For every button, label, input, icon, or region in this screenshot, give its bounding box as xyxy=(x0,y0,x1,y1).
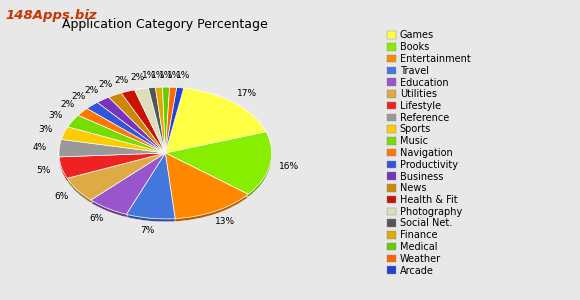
Wedge shape xyxy=(165,132,271,194)
Wedge shape xyxy=(97,97,165,153)
Text: 5%: 5% xyxy=(36,166,50,175)
Wedge shape xyxy=(91,153,165,214)
Wedge shape xyxy=(148,87,165,153)
Wedge shape xyxy=(165,88,184,153)
Text: 3%: 3% xyxy=(49,111,63,120)
Text: 2%: 2% xyxy=(85,85,99,94)
Wedge shape xyxy=(87,102,165,153)
Wedge shape xyxy=(155,87,165,153)
Wedge shape xyxy=(59,140,165,157)
Wedge shape xyxy=(165,90,184,156)
Wedge shape xyxy=(126,156,175,222)
Wedge shape xyxy=(78,111,165,156)
Wedge shape xyxy=(165,156,248,221)
Wedge shape xyxy=(121,93,165,156)
Text: 6%: 6% xyxy=(90,214,104,223)
Text: 2%: 2% xyxy=(114,76,128,85)
Wedge shape xyxy=(121,90,165,153)
Text: 4%: 4% xyxy=(33,143,48,152)
Wedge shape xyxy=(109,93,165,153)
Title: Application Category Percentage: Application Category Percentage xyxy=(63,18,268,31)
Wedge shape xyxy=(165,90,177,156)
Text: 3%: 3% xyxy=(38,125,53,134)
Wedge shape xyxy=(165,87,177,153)
Wedge shape xyxy=(135,91,165,156)
Wedge shape xyxy=(78,108,165,153)
Wedge shape xyxy=(135,88,165,153)
Wedge shape xyxy=(61,130,165,156)
Wedge shape xyxy=(91,156,165,217)
Text: 13%: 13% xyxy=(215,217,235,226)
Wedge shape xyxy=(59,153,165,178)
Text: 16%: 16% xyxy=(279,162,299,171)
Wedge shape xyxy=(162,87,169,153)
Wedge shape xyxy=(87,105,165,156)
Text: 1%: 1% xyxy=(168,71,182,80)
Wedge shape xyxy=(97,100,165,156)
Text: 1%: 1% xyxy=(176,71,190,80)
Text: 148Apps.biz: 148Apps.biz xyxy=(6,9,97,22)
Text: 1%: 1% xyxy=(151,71,165,80)
Wedge shape xyxy=(109,96,165,156)
Wedge shape xyxy=(61,127,165,153)
Wedge shape xyxy=(155,90,165,156)
Wedge shape xyxy=(165,91,266,156)
Wedge shape xyxy=(67,156,165,203)
Text: 1%: 1% xyxy=(142,71,157,80)
Wedge shape xyxy=(165,88,266,153)
Wedge shape xyxy=(165,135,271,197)
Text: 2%: 2% xyxy=(71,92,86,101)
Wedge shape xyxy=(68,118,165,156)
Text: 1%: 1% xyxy=(159,71,173,80)
Wedge shape xyxy=(148,90,165,156)
Wedge shape xyxy=(126,153,175,219)
Legend: Games, Books, Entertainment, Travel, Education, Utilities, Lifestyle, Reference,: Games, Books, Entertainment, Travel, Edu… xyxy=(387,31,470,275)
Wedge shape xyxy=(165,153,248,219)
Wedge shape xyxy=(67,153,165,200)
Text: 7%: 7% xyxy=(140,226,155,235)
Wedge shape xyxy=(59,142,165,160)
Wedge shape xyxy=(59,156,165,181)
Text: 2%: 2% xyxy=(130,73,144,82)
Wedge shape xyxy=(68,115,165,153)
Text: 2%: 2% xyxy=(99,80,113,89)
Wedge shape xyxy=(162,90,169,156)
Text: 6%: 6% xyxy=(54,192,68,201)
Text: 2%: 2% xyxy=(60,100,75,109)
Text: 17%: 17% xyxy=(237,89,257,98)
